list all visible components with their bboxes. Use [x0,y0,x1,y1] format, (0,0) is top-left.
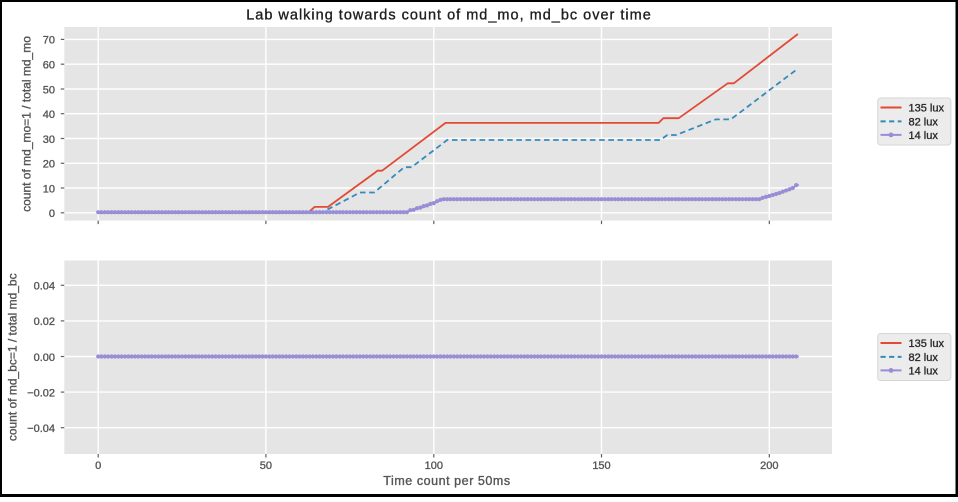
svg-text:0.02: 0.02 [34,316,55,328]
svg-text:100: 100 [425,460,443,472]
svg-text:135 lux: 135 lux [909,338,945,350]
svg-text:20: 20 [43,159,55,171]
svg-text:50: 50 [43,84,55,96]
svg-text:count of md_bc=1 / total md_bc: count of md_bc=1 / total md_bc [6,273,20,441]
svg-text:14 lux: 14 lux [909,365,939,377]
svg-text:150: 150 [592,460,610,472]
svg-text:82 lux: 82 lux [909,352,939,364]
svg-text:−0.02: −0.02 [27,387,55,399]
svg-text:135 lux: 135 lux [909,102,945,114]
svg-text:0: 0 [49,208,55,220]
svg-text:30: 30 [43,134,55,146]
svg-text:−0.04: −0.04 [27,423,55,435]
svg-text:50: 50 [260,460,272,472]
svg-text:0.04: 0.04 [34,281,55,293]
svg-text:Time count per 50ms: Time count per 50ms [383,474,510,488]
svg-text:count of md_mo=1 / total md_mo: count of md_mo=1 / total md_mo [19,36,33,212]
svg-text:14 lux: 14 lux [909,130,939,142]
svg-text:82 lux: 82 lux [909,116,939,128]
svg-text:70: 70 [43,35,55,47]
svg-text:60: 60 [43,60,55,72]
svg-text:40: 40 [43,109,55,121]
svg-text:Lab walking towards count of m: Lab walking towards count of md_mo, md_b… [246,8,652,24]
svg-text:10: 10 [43,183,55,195]
svg-text:200: 200 [760,460,778,472]
svg-text:0.00: 0.00 [34,352,55,364]
svg-text:0: 0 [95,460,101,472]
